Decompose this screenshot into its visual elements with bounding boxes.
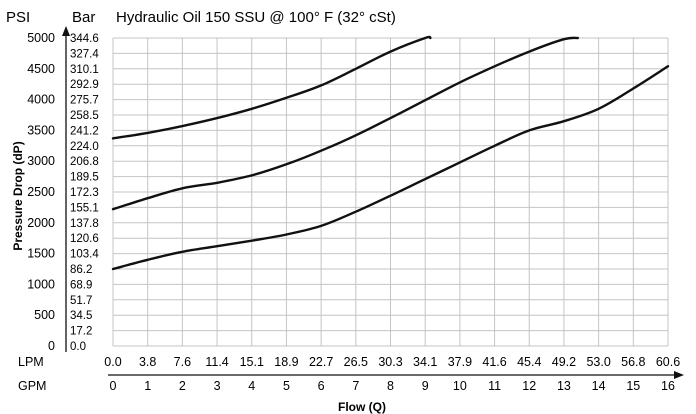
- lpm-tick-label: 30.3: [378, 355, 402, 369]
- lpm-tick-label: 11.4: [205, 355, 228, 369]
- lpm-tick-label: 18.9: [274, 355, 298, 369]
- gpm-tick-label: 2: [179, 379, 186, 393]
- gpm-tick-label: 0: [110, 379, 117, 393]
- psi-tick-label: 2000: [27, 216, 55, 230]
- bar-tick-label: 0.0: [70, 341, 86, 353]
- psi-tick-label: 4000: [27, 93, 55, 107]
- x-axis-arrow: [674, 371, 684, 379]
- lpm-tick-label: 34.1: [413, 355, 437, 369]
- bar-header: Bar: [72, 9, 95, 26]
- gpm-tick-label: 11: [488, 379, 501, 393]
- gpm-tick-label: 13: [557, 379, 571, 393]
- psi-tick-label: 1500: [27, 247, 55, 261]
- lpm-tick-label: 15.1: [240, 355, 264, 369]
- gpm-tick-label: 6: [318, 379, 325, 393]
- lpm-label: LPM: [18, 355, 44, 369]
- bar-tick-label: 17.2: [70, 326, 92, 338]
- x-axis-title: Flow (Q): [338, 400, 386, 414]
- bar-tick-label: 344.6: [70, 33, 99, 45]
- y-axis-title: Pressure Drop (dP): [11, 141, 25, 250]
- bar-tick-label: 224.0: [70, 141, 99, 153]
- gpm-tick-label: 7: [352, 379, 359, 393]
- psi-tick-label: 500: [34, 308, 55, 322]
- chart-title: Hydraulic Oil 150 SSU @ 100° F (32° cSt): [116, 9, 396, 26]
- gpm-tick-label: 3: [214, 379, 221, 393]
- grid: [112, 37, 669, 347]
- psi-tick-label: 2500: [27, 185, 55, 199]
- curve-line-3: [111, 65, 670, 271]
- psi-tick-label: 5000: [27, 31, 55, 45]
- lpm-tick-label: 37.9: [448, 355, 472, 369]
- gpm-label: GPM: [18, 379, 46, 393]
- lpm-tick-label: 0.0: [104, 355, 121, 369]
- lpm-tick-label: 53.0: [586, 355, 610, 369]
- psi-tick-label: 1000: [27, 277, 55, 291]
- lpm-tick-label: 7.6: [174, 355, 191, 369]
- gpm-tick-label: 15: [626, 379, 640, 393]
- lpm-tick-label: 26.5: [344, 355, 368, 369]
- gpm-tick-label: 1: [144, 379, 151, 393]
- gpm-tick-label: 14: [592, 379, 606, 393]
- bar-tick-label: 189.5: [70, 172, 99, 184]
- gpm-tick-label: 4: [248, 379, 255, 393]
- bar-tick-label: 68.9: [70, 279, 92, 291]
- gpm-tick-label: 8: [387, 379, 394, 393]
- bar-tick-label: 258.5: [70, 110, 99, 122]
- bar-tick-label: 137.8: [70, 218, 99, 230]
- lpm-tick-label: 22.7: [309, 355, 333, 369]
- bar-tick-label: 292.9: [70, 79, 99, 91]
- bar-tick-label: 155.1: [70, 202, 99, 214]
- bar-tick-label: 310.1: [70, 64, 99, 76]
- lpm-tick-label: 3.8: [139, 355, 156, 369]
- bar-tick-label: 241.2: [70, 125, 99, 137]
- tick-labels: 0.017.234.551.768.986.2103.4120.6137.815…: [27, 31, 680, 393]
- y-axis-arrow: [62, 26, 70, 36]
- psi-tick-label: 4500: [27, 62, 55, 76]
- gpm-tick-label: 9: [422, 379, 429, 393]
- lpm-tick-label: 60.6: [656, 355, 680, 369]
- bar-tick-label: 206.8: [70, 156, 99, 168]
- bar-tick-label: 103.4: [70, 249, 99, 261]
- bar-tick-label: 275.7: [70, 95, 99, 107]
- bar-tick-label: 172.3: [70, 187, 99, 199]
- bar-tick-label: 327.4: [70, 48, 99, 60]
- curves: [111, 35, 670, 271]
- lpm-tick-label: 49.2: [552, 355, 576, 369]
- bar-tick-label: 120.6: [70, 233, 99, 245]
- psi-tick-label: 0: [48, 339, 55, 353]
- axes: [62, 26, 684, 379]
- gpm-tick-label: 16: [661, 379, 675, 393]
- psi-header: PSI: [6, 9, 30, 26]
- lpm-tick-label: 41.6: [482, 355, 506, 369]
- gpm-tick-label: 5: [283, 379, 290, 393]
- curve-line-1: [111, 35, 432, 140]
- curve-line-2: [111, 36, 579, 211]
- bar-tick-label: 86.2: [70, 264, 92, 276]
- bar-tick-label: 51.7: [70, 295, 92, 307]
- lpm-tick-label: 56.8: [621, 355, 645, 369]
- gpm-tick-label: 10: [453, 379, 467, 393]
- gpm-tick-label: 12: [522, 379, 536, 393]
- psi-tick-label: 3500: [27, 123, 55, 137]
- bar-tick-label: 34.5: [70, 310, 92, 322]
- lpm-tick-label: 45.4: [517, 355, 541, 369]
- psi-tick-label: 3000: [27, 154, 55, 168]
